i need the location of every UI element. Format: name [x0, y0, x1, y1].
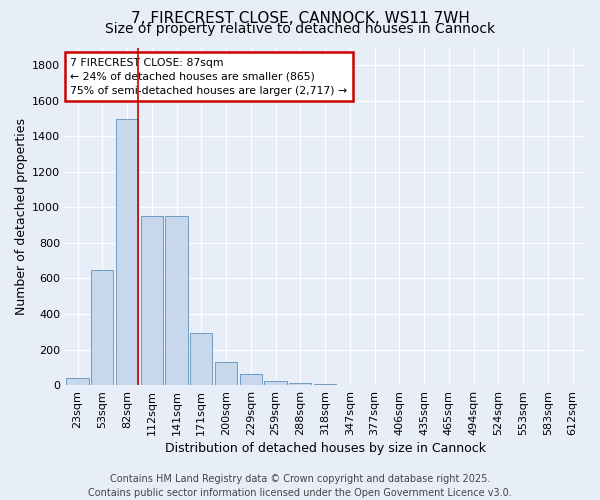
Text: 7, FIRECREST CLOSE, CANNOCK, WS11 7WH: 7, FIRECREST CLOSE, CANNOCK, WS11 7WH	[131, 11, 469, 26]
Bar	[91, 270, 113, 385]
Bar	[314, 384, 336, 385]
Text: Contains HM Land Registry data © Crown copyright and database right 2025.
Contai: Contains HM Land Registry data © Crown c…	[88, 474, 512, 498]
Bar	[289, 384, 311, 385]
Bar	[116, 118, 138, 385]
Text: 7 FIRECREST CLOSE: 87sqm
← 24% of detached houses are smaller (865)
75% of semi-: 7 FIRECREST CLOSE: 87sqm ← 24% of detach…	[70, 58, 347, 96]
Bar	[140, 216, 163, 385]
Bar	[265, 380, 287, 385]
Bar	[190, 332, 212, 385]
Bar	[239, 374, 262, 385]
Bar	[67, 378, 89, 385]
Bar	[215, 362, 237, 385]
X-axis label: Distribution of detached houses by size in Cannock: Distribution of detached houses by size …	[164, 442, 485, 455]
Text: Size of property relative to detached houses in Cannock: Size of property relative to detached ho…	[105, 22, 495, 36]
Y-axis label: Number of detached properties: Number of detached properties	[15, 118, 28, 315]
Bar	[166, 216, 188, 385]
